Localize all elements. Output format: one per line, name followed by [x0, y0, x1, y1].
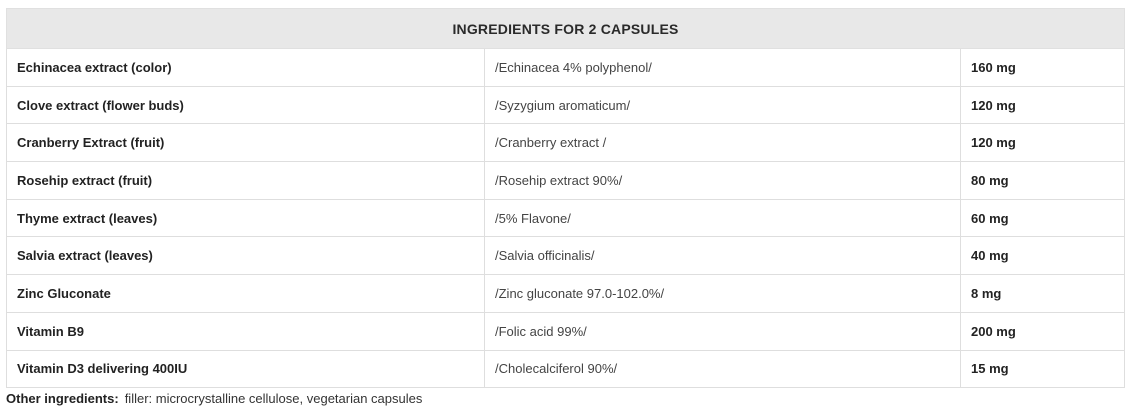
ingredient-description: /Syzygium aromaticum/: [484, 85, 961, 125]
ingredient-name: Thyme extract (leaves): [6, 198, 485, 238]
ingredient-name: Clove extract (flower buds): [6, 85, 485, 125]
ingredient-description: /Salvia officinalis/: [484, 236, 961, 276]
ingredient-amount: 80 mg: [959, 161, 1126, 200]
table-row: Cranberry Extract (fruit) /Cranberry ext…: [6, 123, 1126, 163]
table-row: Zinc Gluconate /Zinc gluconate 97.0-102.…: [6, 274, 1126, 313]
table-header-row: INGREDIENTS FOR 2 CAPSULES: [5, 8, 1126, 49]
ingredient-description: /Folic acid 99%/: [484, 311, 961, 351]
ingredients-table: INGREDIENTS FOR 2 CAPSULES Echinacea ext…: [5, 8, 1126, 389]
other-ingredients: Other ingredients: filler: microcrystalli…: [6, 391, 422, 406]
ingredient-name: Zinc Gluconate: [6, 274, 485, 313]
ingredient-name: Rosehip extract (fruit): [6, 161, 485, 200]
table-title: INGREDIENTS FOR 2 CAPSULES: [5, 8, 1126, 49]
ingredient-amount: 40 mg: [959, 236, 1126, 276]
other-ingredients-value: filler: microcrystalline cellulose, vege…: [124, 391, 423, 406]
ingredient-amount: 160 mg: [959, 48, 1126, 87]
other-ingredients-label: Other ingredients:: [6, 391, 119, 406]
ingredient-description: /Cholecalciferol 90%/: [484, 349, 961, 389]
ingredient-amount: 15 mg: [959, 349, 1126, 389]
table-row: Vitamin D3 delivering 400IU /Cholecalcif…: [6, 349, 1126, 389]
table-row: Clove extract (flower buds) /Syzygium ar…: [6, 85, 1126, 125]
ingredient-amount: 60 mg: [959, 198, 1126, 238]
ingredient-name: Vitamin D3 delivering 400IU: [6, 349, 485, 389]
table-row: Salvia extract (leaves) /Salvia officina…: [6, 236, 1126, 276]
ingredient-name: Echinacea extract (color): [6, 48, 485, 87]
ingredient-amount: 120 mg: [959, 85, 1126, 125]
ingredient-description: /5% Flavone/: [484, 198, 961, 238]
ingredient-name: Salvia extract (leaves): [6, 236, 485, 276]
ingredient-name: Cranberry Extract (fruit): [6, 123, 485, 163]
ingredient-amount: 200 mg: [959, 311, 1126, 351]
ingredients-panel: INGREDIENTS FOR 2 CAPSULES Echinacea ext…: [5, 8, 1126, 389]
ingredient-name: Vitamin B9: [6, 311, 485, 351]
table-body: Echinacea extract (color) /Echinacea 4% …: [6, 48, 1126, 389]
ingredient-description: /Rosehip extract 90%/: [484, 161, 961, 200]
ingredient-amount: 8 mg: [959, 274, 1126, 313]
table-row: Echinacea extract (color) /Echinacea 4% …: [6, 48, 1126, 87]
ingredient-description: /Echinacea 4% polyphenol/: [484, 48, 961, 87]
ingredient-amount: 120 mg: [959, 123, 1126, 163]
table-row: Rosehip extract (fruit) /Rosehip extract…: [6, 161, 1126, 200]
table-row: Thyme extract (leaves) /5% Flavone/ 60 m…: [6, 198, 1126, 238]
table-row: Vitamin B9 /Folic acid 99%/ 200 mg: [6, 311, 1126, 351]
ingredient-description: /Zinc gluconate 97.0-102.0%/: [484, 274, 961, 313]
ingredient-description: /Cranberry extract /: [484, 123, 961, 163]
